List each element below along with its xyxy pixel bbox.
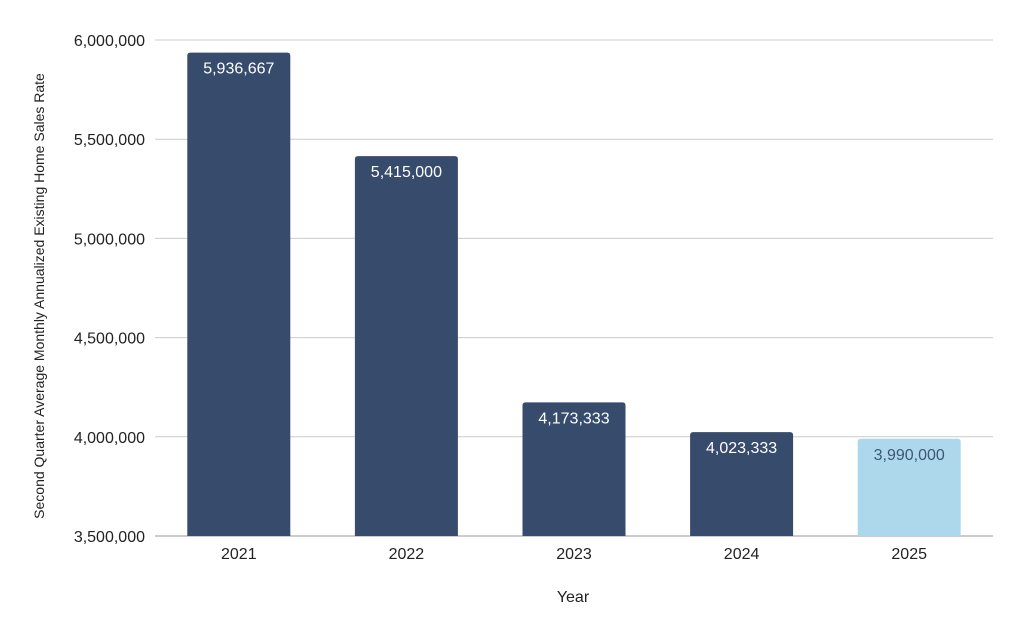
x-tick-label: 2025 (891, 546, 927, 563)
data-label-2024: 4,023,333 (706, 440, 777, 457)
x-tick-label: 2023 (556, 546, 592, 563)
bars: 5,936,667 5,415,000 4,173,333 4,023,333 3,99… (187, 52, 961, 536)
x-axis-ticks: 2021 2022 2023 2024 2025 (221, 546, 927, 563)
gridlines (155, 39, 993, 537)
data-label-2022: 5,415,000 (371, 164, 442, 181)
bar-2022 (354, 156, 458, 536)
y-tick-label: 5,000,000 (74, 231, 145, 248)
y-tick-label: 4,500,000 (74, 331, 145, 348)
y-tick-label: 4,000,000 (74, 430, 145, 447)
x-tick-label: 2022 (389, 546, 425, 563)
bar-2024 (690, 432, 794, 536)
x-axis-title: Year (557, 589, 590, 606)
y-tick-label: 3,500,000 (74, 529, 145, 546)
y-tick-label: 6,000,000 (74, 33, 145, 50)
data-label-2023: 4,173,333 (538, 410, 609, 427)
bar-2023 (522, 402, 626, 536)
bar-2021 (187, 52, 291, 536)
y-axis-title: Second Quarter Average Monthly Annualize… (31, 73, 47, 519)
x-tick-label: 2021 (221, 546, 257, 563)
y-axis-ticks: 3,500,000 4,000,000 4,500,000 5,000,000 5,50… (74, 33, 145, 546)
data-label-2025: 3,990,000 (874, 447, 945, 464)
data-label-2021: 5,936,667 (203, 61, 274, 78)
x-tick-label: 2024 (724, 546, 760, 563)
bar-2025 (857, 438, 961, 536)
y-tick-label: 5,500,000 (74, 132, 145, 149)
